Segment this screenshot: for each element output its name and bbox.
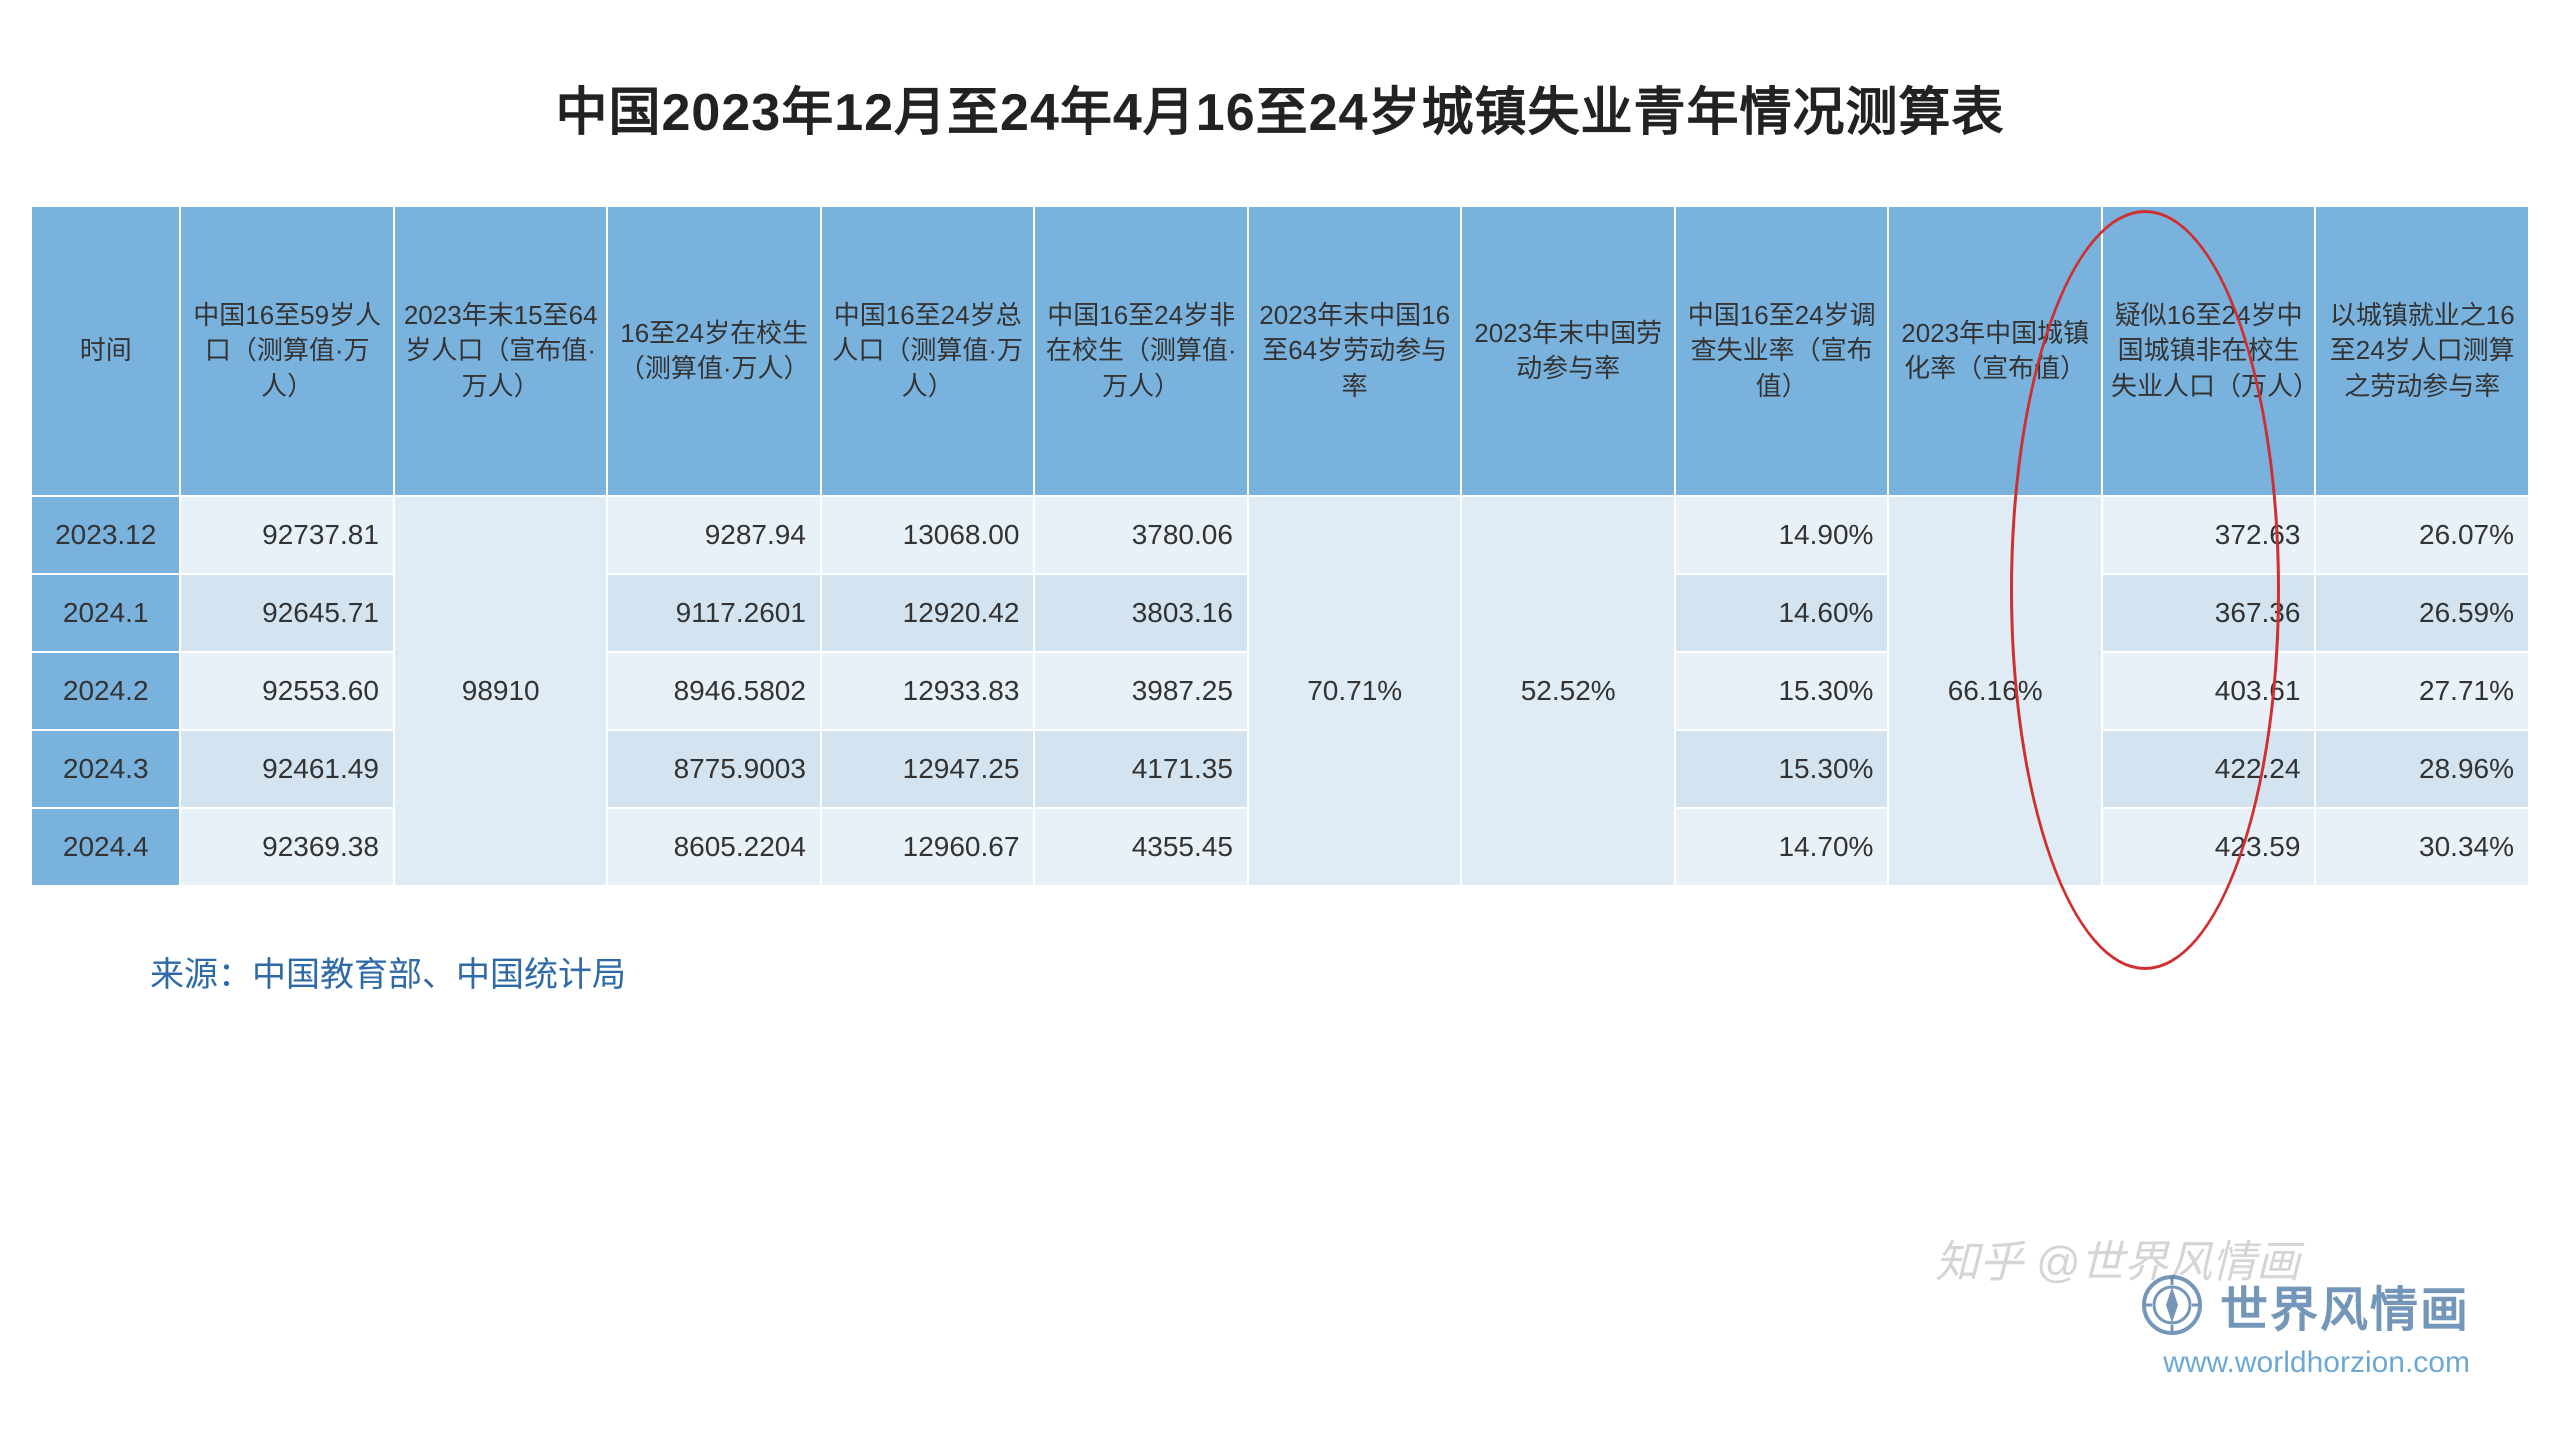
col-6: 2023年末中国16至64岁劳动参与率 xyxy=(1248,206,1462,496)
brand-name: 世界风情画 xyxy=(2220,1270,2470,1340)
cell: 92461.49 xyxy=(180,730,394,808)
page-title: 中国2023年12月至24年4月16至24岁城镇失业青年情况测算表 xyxy=(30,70,2530,145)
cell: 9117.2601 xyxy=(607,574,821,652)
cell-time: 2024.2 xyxy=(31,652,180,730)
col-5: 中国16至24岁非在校生（测算值·万人） xyxy=(1034,206,1248,496)
col-3: 16至24岁在校生（测算值·万人） xyxy=(607,206,821,496)
col-7: 2023年末中国劳动参与率 xyxy=(1461,206,1675,496)
cell-time: 2024.4 xyxy=(31,808,180,886)
cell: 3803.16 xyxy=(1034,574,1248,652)
cell: 15.30% xyxy=(1675,730,1889,808)
cell: 403.61 xyxy=(2102,652,2316,730)
cell: 92737.81 xyxy=(180,496,394,574)
brand-url: www.worldhorzion.com xyxy=(2140,1346,2470,1380)
cell: 3987.25 xyxy=(1034,652,1248,730)
cell: 9287.94 xyxy=(607,496,821,574)
cell: 372.63 xyxy=(2102,496,2316,574)
cell: 26.07% xyxy=(2315,496,2529,574)
col-time: 时间 xyxy=(31,206,180,496)
cell: 12920.42 xyxy=(821,574,1035,652)
cell: 15.30% xyxy=(1675,652,1889,730)
cell: 14.60% xyxy=(1675,574,1889,652)
col-9: 2023年中国城镇化率（宣布值） xyxy=(1888,206,2102,496)
cell-merged-urban: 66.16% xyxy=(1888,496,2102,886)
cell: 8605.2204 xyxy=(607,808,821,886)
cell-merged-15to64: 98910 xyxy=(394,496,608,886)
cell: 12933.83 xyxy=(821,652,1035,730)
cell: 14.90% xyxy=(1675,496,1889,574)
cell: 423.59 xyxy=(2102,808,2316,886)
cell: 28.96% xyxy=(2315,730,2529,808)
col-10: 疑似16至24岁中国城镇非在校生失业人口（万人） xyxy=(2102,206,2316,496)
table-header-row: 时间 中国16至59岁人口（测算值·万人） 2023年末15至64岁人口（宣布值… xyxy=(31,206,2529,496)
cell: 8775.9003 xyxy=(607,730,821,808)
source-label: 来源：中国教育部、中国统计局 xyxy=(150,947,2530,996)
cell-time: 2024.3 xyxy=(31,730,180,808)
globe-compass-icon xyxy=(2140,1273,2204,1337)
cell: 12947.25 xyxy=(821,730,1035,808)
cell: 8946.5802 xyxy=(607,652,821,730)
unemployment-table: 时间 中国16至59岁人口（测算值·万人） 2023年末15至64岁人口（宣布值… xyxy=(30,205,2530,887)
cell: 4171.35 xyxy=(1034,730,1248,808)
col-4: 中国16至24岁总人口（测算值·万人） xyxy=(821,206,1035,496)
cell-merged-lfpr-all: 52.52% xyxy=(1461,496,1675,886)
cell: 14.70% xyxy=(1675,808,1889,886)
cell: 27.71% xyxy=(2315,652,2529,730)
col-11: 以城镇就业之16至24岁人口测算之劳动参与率 xyxy=(2315,206,2529,496)
cell: 3780.06 xyxy=(1034,496,1248,574)
cell: 92553.60 xyxy=(180,652,394,730)
cell: 92645.71 xyxy=(180,574,394,652)
cell-time: 2023.12 xyxy=(31,496,180,574)
cell: 422.24 xyxy=(2102,730,2316,808)
cell: 13068.00 xyxy=(821,496,1035,574)
cell: 12960.67 xyxy=(821,808,1035,886)
brand-block: 世界风情画 www.worldhorzion.com xyxy=(2140,1270,2470,1380)
table-row: 2023.12 92737.81 98910 9287.94 13068.00 … xyxy=(31,496,2529,574)
cell: 26.59% xyxy=(2315,574,2529,652)
cell: 92369.38 xyxy=(180,808,394,886)
cell-merged-lfpr1664: 70.71% xyxy=(1248,496,1462,886)
col-1: 中国16至59岁人口（测算值·万人） xyxy=(180,206,394,496)
col-8: 中国16至24岁调查失业率（宣布值） xyxy=(1675,206,1889,496)
cell: 30.34% xyxy=(2315,808,2529,886)
cell-time: 2024.1 xyxy=(31,574,180,652)
cell: 4355.45 xyxy=(1034,808,1248,886)
col-2: 2023年末15至64岁人口（宣布值·万人） xyxy=(394,206,608,496)
cell: 367.36 xyxy=(2102,574,2316,652)
